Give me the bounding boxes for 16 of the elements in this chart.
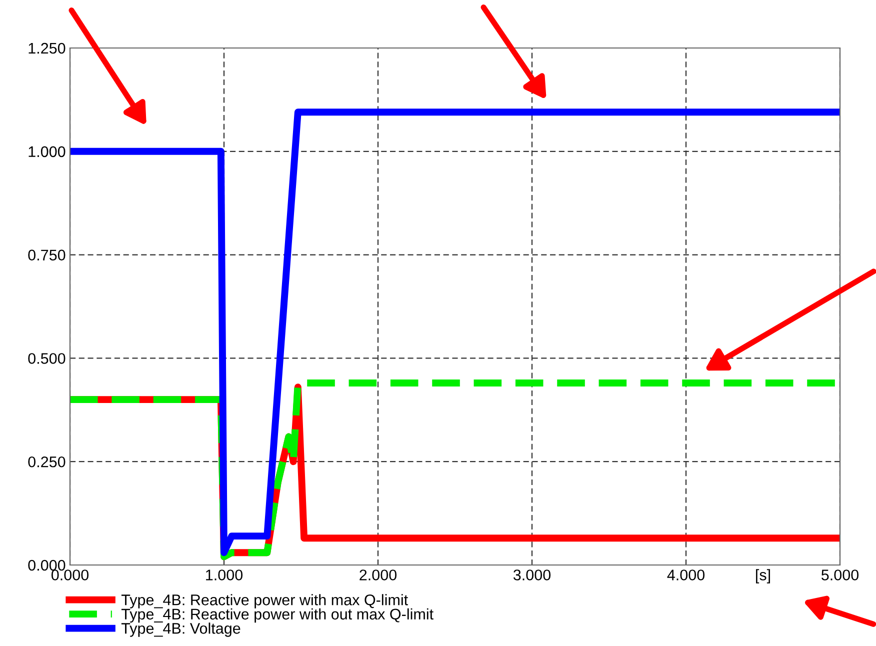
y-tick-label: 0.750 <box>28 250 66 260</box>
legend-label: Type_4B: Reactive power with max Q-limit <box>121 594 408 608</box>
y-tick-label: 0.000 <box>28 560 66 571</box>
x-axis-title: [s] <box>756 569 770 584</box>
x-tick-label: 4.000 <box>667 570 705 580</box>
x-tick-label: 3.000 <box>513 570 551 580</box>
legend-label: Type_4B: Voltage <box>121 622 240 637</box>
x-tick-label: 1.000 <box>206 570 243 580</box>
y-tick-label: 1.250 <box>28 42 66 54</box>
x-tick-label: 5.000 <box>821 570 859 580</box>
y-tick-label: 0.500 <box>28 353 66 364</box>
legend-label: Type_4B: Reactive power with out max Q-limit <box>121 608 434 623</box>
x-tick-label: 0.000 <box>51 570 89 580</box>
y-tick-label: 0.250 <box>28 456 66 468</box>
y-tick-label: 1.000 <box>28 146 66 158</box>
x-tick-label: 2.000 <box>360 570 397 580</box>
